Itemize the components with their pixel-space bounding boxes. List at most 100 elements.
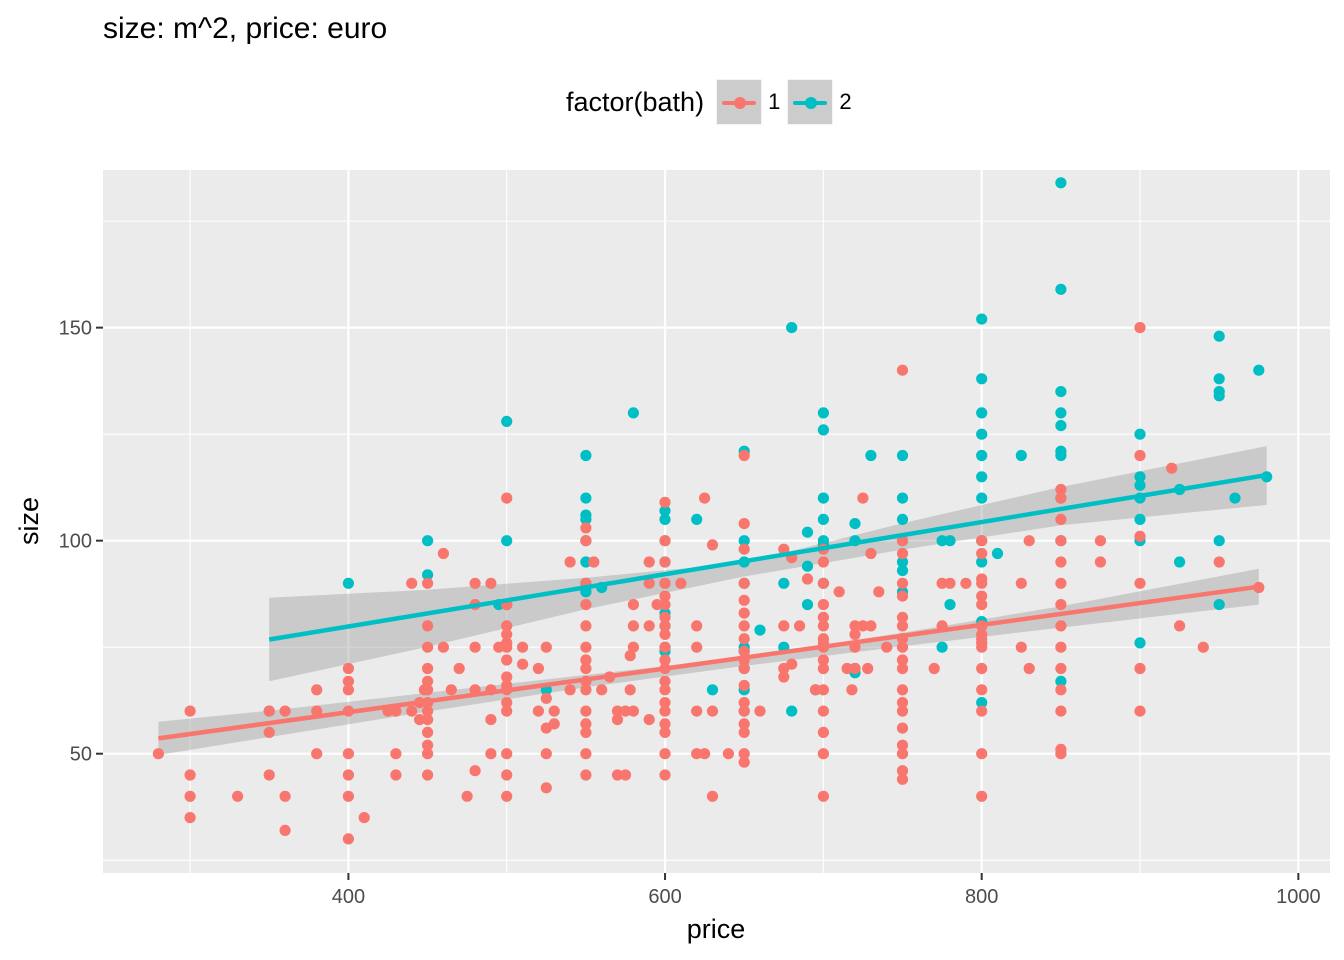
point-bath-1: [881, 642, 892, 653]
point-bath-1: [846, 684, 857, 695]
point-bath-2: [976, 493, 987, 504]
y-tick-label: 150: [59, 318, 92, 340]
point-bath-1: [422, 578, 433, 589]
point-bath-1: [1055, 684, 1066, 695]
point-bath-2: [897, 565, 908, 576]
point-bath-1: [580, 706, 591, 717]
point-bath-1: [739, 578, 750, 589]
point-bath-2: [976, 450, 987, 461]
point-bath-1: [422, 663, 433, 674]
point-bath-1: [1055, 663, 1066, 674]
point-bath-2: [1134, 637, 1145, 648]
point-bath-1: [778, 671, 789, 682]
point-bath-1: [470, 578, 481, 589]
point-bath-1: [786, 659, 797, 670]
point-bath-2: [818, 424, 829, 435]
point-bath-2: [802, 599, 813, 610]
point-bath-1: [739, 727, 750, 738]
point-bath-1: [897, 548, 908, 559]
point-bath-1: [691, 642, 702, 653]
point-bath-1: [659, 599, 670, 610]
y-axis-title: size: [14, 497, 44, 545]
point-bath-1: [723, 748, 734, 759]
point-bath-1: [1055, 514, 1066, 525]
point-bath-1: [897, 748, 908, 759]
point-bath-2: [1134, 480, 1145, 491]
point-bath-1: [343, 791, 354, 802]
point-bath-1: [739, 620, 750, 631]
point-bath-1: [1055, 535, 1066, 546]
point-bath-2: [1055, 407, 1066, 418]
point-bath-1: [897, 723, 908, 734]
point-bath-1: [976, 663, 987, 674]
point-bath-1: [1198, 642, 1209, 653]
point-bath-1: [802, 573, 813, 584]
point-bath-1: [628, 599, 639, 610]
point-bath-1: [264, 727, 275, 738]
point-bath-2: [1214, 331, 1225, 342]
point-bath-1: [406, 578, 417, 589]
point-bath-1: [541, 748, 552, 759]
point-bath-1: [422, 684, 433, 695]
y-tick-label: 50: [70, 744, 92, 766]
point-bath-2: [976, 314, 987, 325]
point-bath-1: [659, 535, 670, 546]
point-bath-1: [470, 642, 481, 653]
point-bath-2: [818, 514, 829, 525]
point-bath-2: [580, 493, 591, 504]
point-bath-2: [1055, 420, 1066, 431]
point-bath-1: [580, 620, 591, 631]
point-bath-1: [596, 684, 607, 695]
point-bath-1: [1055, 620, 1066, 631]
point-bath-1: [588, 556, 599, 567]
point-bath-2: [1214, 599, 1225, 610]
point-bath-1: [501, 769, 512, 780]
point-bath-2: [897, 450, 908, 461]
point-bath-1: [739, 450, 750, 461]
point-bath-2: [1134, 514, 1145, 525]
point-bath-1: [929, 663, 940, 674]
point-bath-1: [976, 535, 987, 546]
point-bath-1: [644, 556, 655, 567]
point-bath-2: [628, 407, 639, 418]
point-bath-1: [580, 769, 591, 780]
point-bath-1: [406, 706, 417, 717]
point-bath-2: [786, 322, 797, 333]
point-bath-1: [422, 748, 433, 759]
point-bath-1: [1055, 748, 1066, 759]
point-bath-2: [778, 578, 789, 589]
point-bath-1: [739, 595, 750, 606]
point-bath-1: [612, 714, 623, 725]
point-bath-1: [707, 791, 718, 802]
point-bath-1: [1134, 706, 1145, 717]
point-bath-1: [707, 706, 718, 717]
point-bath-1: [485, 578, 496, 589]
point-bath-2: [343, 578, 354, 589]
point-bath-1: [739, 706, 750, 717]
point-bath-1: [343, 769, 354, 780]
point-bath-1: [857, 493, 868, 504]
point-bath-1: [1055, 706, 1066, 717]
point-bath-1: [675, 578, 686, 589]
point-bath-1: [422, 714, 433, 725]
point-bath-1: [862, 663, 873, 674]
point-bath-1: [1214, 556, 1225, 567]
point-bath-1: [1134, 578, 1145, 589]
x-tick-label: 400: [332, 886, 365, 908]
point-bath-1: [541, 642, 552, 653]
point-bath-1: [659, 629, 670, 640]
point-bath-1: [541, 782, 552, 793]
point-bath-1: [311, 684, 322, 695]
point-bath-2: [1214, 535, 1225, 546]
point-bath-2: [976, 407, 987, 418]
point-bath-2: [802, 527, 813, 538]
point-bath-1: [580, 684, 591, 695]
point-bath-2: [1134, 429, 1145, 440]
point-bath-2: [422, 535, 433, 546]
point-bath-1: [533, 706, 544, 717]
point-bath-2: [1229, 493, 1240, 504]
point-bath-1: [549, 706, 560, 717]
point-bath-1: [565, 684, 576, 695]
point-bath-1: [897, 663, 908, 674]
point-bath-2: [992, 548, 1003, 559]
